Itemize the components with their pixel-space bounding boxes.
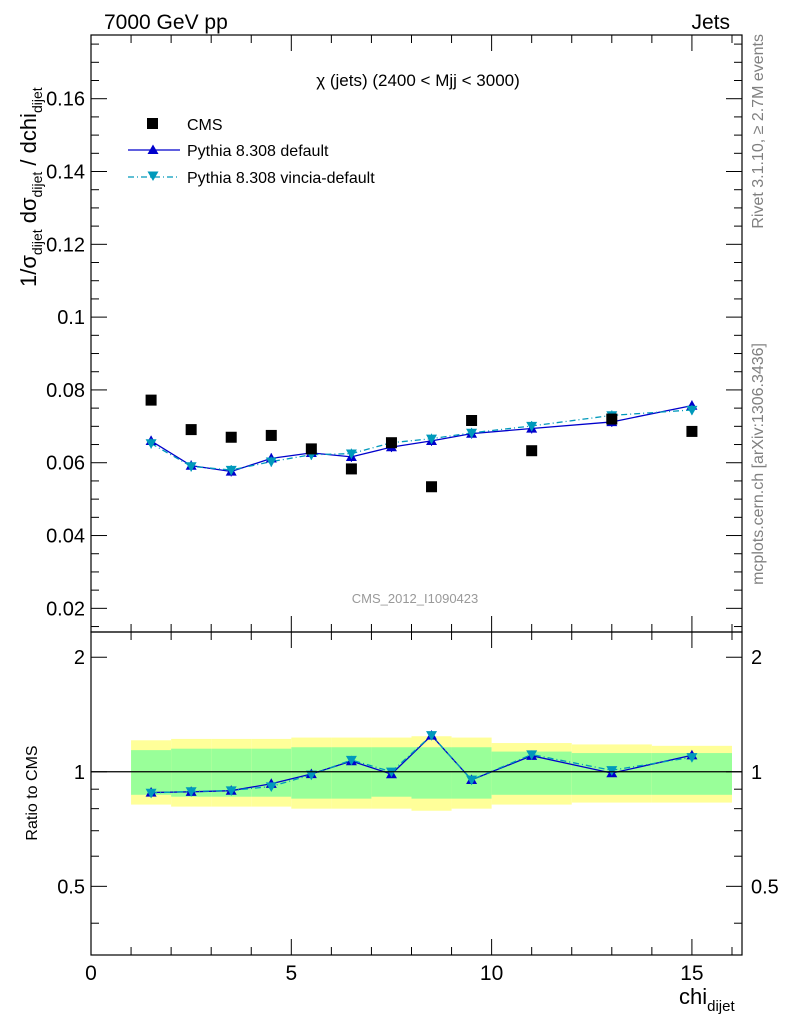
y-label-sub-1: dijet	[29, 229, 45, 255]
ratio-1-point-2	[225, 786, 237, 796]
ratio-plot-frame	[90, 631, 743, 956]
ratio-1-point-6	[385, 767, 397, 778]
ratio-y-tick-label-left-0: 0.5	[57, 876, 85, 898]
stat-band-8	[451, 747, 492, 799]
x-tick-label-5: 5	[285, 962, 297, 985]
series-1-point-8	[466, 428, 478, 439]
x-label-main: chi	[679, 984, 707, 1009]
ratio-1-point-4	[305, 770, 317, 781]
data-point-10	[606, 413, 618, 425]
category-label: Jets	[691, 11, 730, 34]
ratio-y-axis-label: Ratio to CMS	[24, 745, 41, 840]
main-y-axis: 0.02 0.04 0.06 0.08 0.1 0.12 0.14 0.16	[46, 43, 742, 628]
rivet-label: Rivet 3.1.10, ≥ 2.7M events	[750, 34, 767, 229]
series-1-point-5	[345, 449, 357, 460]
series-line-1	[150, 409, 692, 471]
stat-band-5	[331, 747, 372, 799]
ratio-y-tick-label-right-2: 2	[751, 647, 762, 669]
main-plot-area	[145, 394, 698, 493]
stat-band-7	[411, 747, 452, 799]
x-tick-label-10: 10	[480, 962, 503, 985]
ratio-y-tick-label-left-2: 2	[74, 647, 85, 669]
legend-label-default: Pythia 8.308 default	[187, 143, 329, 160]
x-axis-label: chidijet	[679, 984, 735, 1015]
main-y-tick-label-3: 0.08	[46, 380, 85, 402]
ratio-1-point-1	[185, 787, 197, 797]
ratio-line-1	[151, 734, 693, 794]
data-point-11	[686, 425, 698, 437]
data-point-9	[526, 445, 538, 457]
y-label-part-1: 1/σ	[16, 255, 41, 287]
y-label-part-2: dσ	[16, 197, 41, 229]
data-point-1	[185, 424, 197, 436]
main-y-tick-label-6: 0.14	[46, 162, 85, 184]
series-1-point-0	[145, 439, 157, 449]
chart-title: χ (jets) (2400 < Mjj < 3000)	[316, 71, 520, 90]
main-y-tick-label-0: 0.02	[46, 598, 85, 620]
data-point-6	[385, 437, 397, 449]
ratio-y-tick-label-left-1: 1	[74, 762, 85, 784]
legend-marker-cms	[147, 118, 158, 129]
data-point-0	[145, 394, 157, 406]
ratio-1-point-5	[345, 755, 357, 766]
main-y-tick-label-2: 0.06	[46, 453, 85, 475]
energy-label: 7000 GeV pp	[104, 11, 228, 34]
legend-marker-vincia	[147, 171, 159, 181]
ratio-y-tick-label-right-0: 0.5	[751, 876, 779, 898]
ratio-1-point-8	[466, 775, 478, 786]
main-y-tick-label-5: 0.12	[46, 234, 85, 256]
y-label-sub-3: dijet	[29, 87, 45, 113]
x-axis: 0 5 10 15	[85, 35, 733, 985]
ratio-1-point-0	[145, 788, 157, 799]
x-tick-label-0: 0	[85, 962, 97, 985]
main-y-axis-label: 1/σdijet dσdijet / dchidijet	[16, 87, 45, 287]
legend-marker-default	[147, 144, 159, 154]
ratio-1-point-3	[265, 782, 277, 792]
series-1-point-1	[185, 462, 197, 472]
series-1-point-3	[265, 457, 277, 468]
series-1-point-11	[686, 405, 698, 416]
y-label-sub-2: dijet	[29, 172, 45, 198]
data-point-3	[265, 429, 277, 441]
ratio-1-point-10	[606, 766, 618, 776]
ratio-1-point-7	[426, 731, 438, 741]
series-1-point-9	[526, 421, 538, 432]
series-1-point-2	[225, 465, 237, 476]
mcplots-label: mcplots.cern.ch [arXiv:1306.3436]	[750, 343, 767, 585]
legend-label-vincia: Pythia 8.308 vincia-default	[187, 170, 375, 187]
ratio-1-point-9	[526, 750, 538, 761]
ratio-plot-area	[145, 729, 698, 799]
main-y-tick-label-1: 0.04	[46, 526, 85, 548]
ratio-y-tick-label-right-1: 1	[751, 762, 762, 784]
series-1-point-7	[426, 434, 438, 445]
ratio-uncertainty-bands	[131, 736, 732, 811]
data-point-5	[345, 463, 357, 475]
ratio-1-point-11	[686, 753, 698, 763]
main-y-tick-label-4: 0.1	[57, 307, 85, 329]
x-tick-label-15: 15	[680, 962, 703, 985]
data-point-7	[426, 481, 438, 493]
y-label-part-3: / dchi	[16, 113, 41, 172]
legend: CMS Pythia 8.308 default Pythia 8.308 vi…	[128, 117, 375, 187]
x-label-sub: dijet	[707, 998, 735, 1015]
main-y-tick-label-7: 0.16	[46, 89, 85, 111]
legend-label-cms: CMS	[187, 117, 223, 134]
data-point-4	[305, 443, 317, 455]
ratio-line-0	[151, 734, 693, 794]
series-line-0	[150, 404, 693, 473]
data-point-2	[225, 431, 237, 443]
data-point-8	[466, 415, 478, 427]
analysis-watermark: CMS_2012_I1090423	[352, 591, 479, 606]
ratio-y-axis: 0.5 0.5 1 1 2 2	[57, 647, 779, 924]
